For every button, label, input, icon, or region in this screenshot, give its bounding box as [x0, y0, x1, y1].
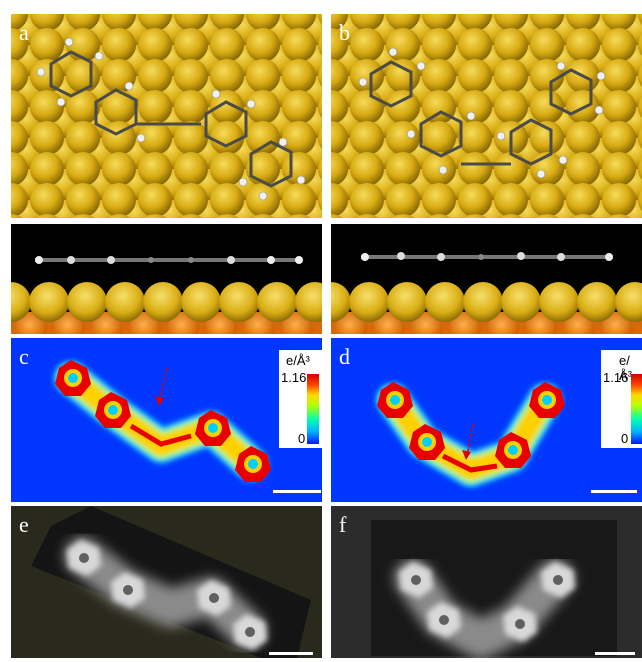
colorbar-max-d: 1.16: [603, 370, 629, 385]
colorbar-min-d: 0: [621, 431, 629, 446]
panel-a-side-view: [11, 224, 322, 334]
panel-b: b: [331, 14, 642, 218]
molecule-a: [49, 50, 293, 188]
panel-e-label: e: [19, 512, 29, 537]
substrate-upper-row: [11, 282, 322, 322]
scale-bar-d: [591, 490, 637, 493]
panel-c-label: c: [19, 344, 29, 369]
colorbar-unit-d: e/Å³: [619, 353, 632, 383]
panel-d-label: d: [339, 344, 350, 369]
scale-bar-c: [273, 490, 321, 493]
panel-d: d e/Å³ 1.16 0: [331, 338, 642, 502]
molecule-side-a: [35, 256, 303, 264]
arrow-d: [466, 423, 474, 457]
molecule-b: [369, 60, 593, 166]
colorbar-min-c: 0: [298, 431, 306, 446]
panel-b-side-view: [331, 224, 642, 334]
arrow-c: [158, 367, 168, 403]
panel-b-label: b: [339, 20, 350, 45]
panel-b-top-view: b: [331, 14, 642, 218]
colorbar-max-c: 1.16: [281, 370, 307, 385]
density-map-c: c: [19, 344, 271, 482]
panel-a: a: [11, 14, 322, 218]
panel-f-label: f: [339, 512, 347, 537]
panel-f: f: [331, 506, 642, 658]
panel-c: c e/Å³ 1.16 0: [11, 338, 322, 502]
density-map-d: d: [339, 344, 565, 487]
molecule-side-b: [361, 252, 613, 261]
panel-e: e: [11, 506, 322, 658]
stm-image-f: f: [339, 512, 617, 658]
hydrogen-atoms-b: [358, 47, 606, 179]
hydrogen-atoms-a: [36, 37, 306, 201]
density-rings-c: [55, 360, 271, 482]
colorbar-gradient-c: [307, 374, 319, 444]
scale-bar-e: [269, 652, 313, 655]
colorbar-unit-c: e/Å³: [286, 353, 310, 368]
substrate-upper-row: [331, 282, 642, 322]
scale-bar-f: [595, 652, 635, 655]
panel-a-top-view: a: [11, 14, 322, 218]
panel-a-label: a: [19, 20, 29, 45]
stm-image-e: e: [19, 506, 311, 658]
colorbar-gradient-d: [631, 374, 642, 444]
